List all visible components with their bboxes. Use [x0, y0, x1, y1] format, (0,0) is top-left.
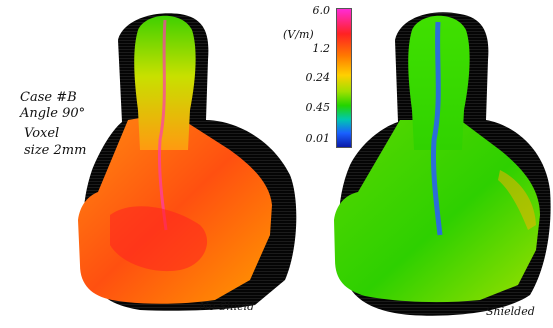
shielded-edge-warm — [498, 170, 536, 230]
shielded-spine — [430, 21, 443, 236]
colorbar-tick-1: 6.0 — [312, 4, 331, 17]
colorbar-gradient — [336, 8, 352, 148]
angle-label: Angle 90° — [20, 106, 86, 121]
no-shield-panel — [78, 13, 297, 311]
no-shield-hotspot — [110, 206, 208, 272]
shielded-label: Shielded — [486, 305, 535, 318]
colorbar-unit: (V/m) — [283, 28, 314, 41]
case-label: Case #B — [20, 90, 77, 105]
colorbar-tick-2: 1.2 — [312, 42, 331, 55]
voxel-size-label: size 2mm — [24, 143, 87, 158]
voxel-label: Voxel — [24, 126, 60, 141]
colorbar-tick-3: 0.24 — [305, 71, 331, 84]
no-shield-label: No-Shield — [199, 300, 255, 313]
colorbar-tick-4: 0.45 — [305, 101, 331, 114]
colorbar-tick-5: 0.01 — [305, 132, 331, 145]
shielded-panel — [334, 12, 551, 316]
no-shield-spine — [157, 19, 168, 231]
